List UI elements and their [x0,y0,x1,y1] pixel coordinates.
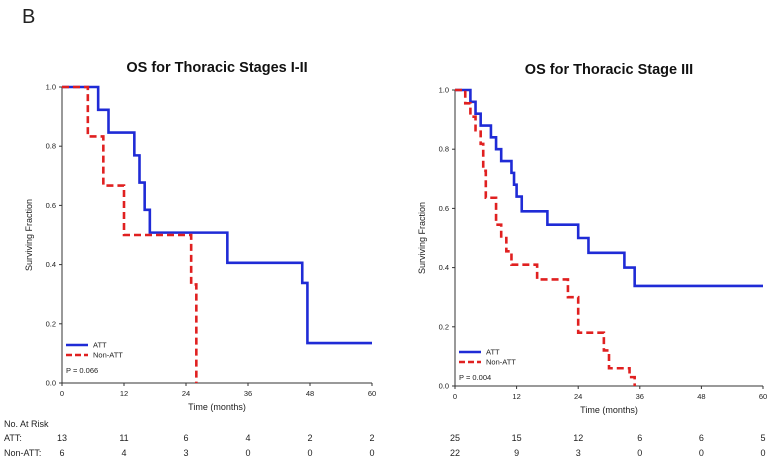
x-tick-label: 12 [120,389,128,398]
risk-count: 4 [121,448,126,458]
y-tick-label: 0.0 [46,379,56,388]
risk-count: 6 [183,433,188,443]
x-tick-label: 36 [636,392,644,401]
y-tick-label: 0.6 [46,201,56,210]
x-tick-label: 12 [512,392,520,401]
risk-count: 9 [514,448,519,458]
risk-count: 3 [183,448,188,458]
y-tick-label: 0.4 [439,263,449,272]
chart-title: OS for Thoracic Stage III [525,62,693,78]
x-tick-label: 36 [244,389,252,398]
risk-count: 0 [637,448,642,458]
risk-count: 0 [307,448,312,458]
risk-row-label: Non-ATT: [4,448,41,458]
risk-count: 25 [450,433,460,443]
risk-count: 2 [307,433,312,443]
x-axis-label: Time (months) [188,402,246,412]
legend-label: Non-ATT [93,351,123,360]
y-tick-label: 1.0 [439,86,449,95]
non-att-survival-curve [455,88,636,386]
risk-count: 3 [576,448,581,458]
y-tick-label: 0.2 [439,322,449,331]
y-axis-label: Surviving Fraction [417,202,427,274]
risk-row-label: ATT: [4,433,22,443]
y-tick-label: 0.4 [46,260,56,269]
risk-count: 12 [573,433,583,443]
legend-label: Non-ATT [486,358,516,367]
y-tick-label: 0.8 [46,142,56,151]
x-tick-label: 24 [182,389,190,398]
risk-count: 0 [699,448,704,458]
risk-count: 4 [245,433,250,443]
risk-count: 2 [369,433,374,443]
risk-table-header: No. At Risk [4,419,49,429]
risk-count: 11 [119,433,128,443]
y-tick-label: 0.2 [46,319,56,328]
y-tick-label: 0.6 [439,204,449,213]
risk-count: 13 [57,433,67,443]
p-value-annotation: P = 0.004 [459,373,491,382]
y-tick-label: 1.0 [46,83,56,92]
legend-label: ATT [93,341,107,350]
legend-label: ATT [486,348,500,357]
risk-count: 15 [512,433,522,443]
x-tick-label: 48 [306,389,314,398]
x-tick-label: 24 [574,392,582,401]
x-tick-label: 60 [368,389,376,398]
x-tick-label: 0 [60,389,64,398]
panel-label: B [22,6,36,28]
att-survival-curve [455,88,763,288]
x-tick-label: 48 [697,392,705,401]
x-axis-label: Time (months) [580,405,638,415]
y-axis-label: Surviving Fraction [24,199,34,271]
non-att-survival-curve [62,85,198,383]
p-value-annotation: P = 0.066 [66,366,98,375]
risk-count: 0 [245,448,250,458]
risk-count: 5 [760,433,765,443]
risk-count: 6 [637,433,642,443]
y-tick-label: 0.0 [439,382,449,391]
risk-count: 0 [369,448,374,458]
y-tick-label: 0.8 [439,145,449,154]
risk-count: 22 [450,448,460,458]
risk-count: 0 [760,448,765,458]
risk-count: 6 [59,448,64,458]
chart-title: OS for Thoracic Stages I-II [126,60,307,76]
risk-count: 6 [699,433,704,443]
x-tick-label: 0 [453,392,457,401]
att-survival-curve [62,85,372,345]
x-tick-label: 60 [759,392,767,401]
